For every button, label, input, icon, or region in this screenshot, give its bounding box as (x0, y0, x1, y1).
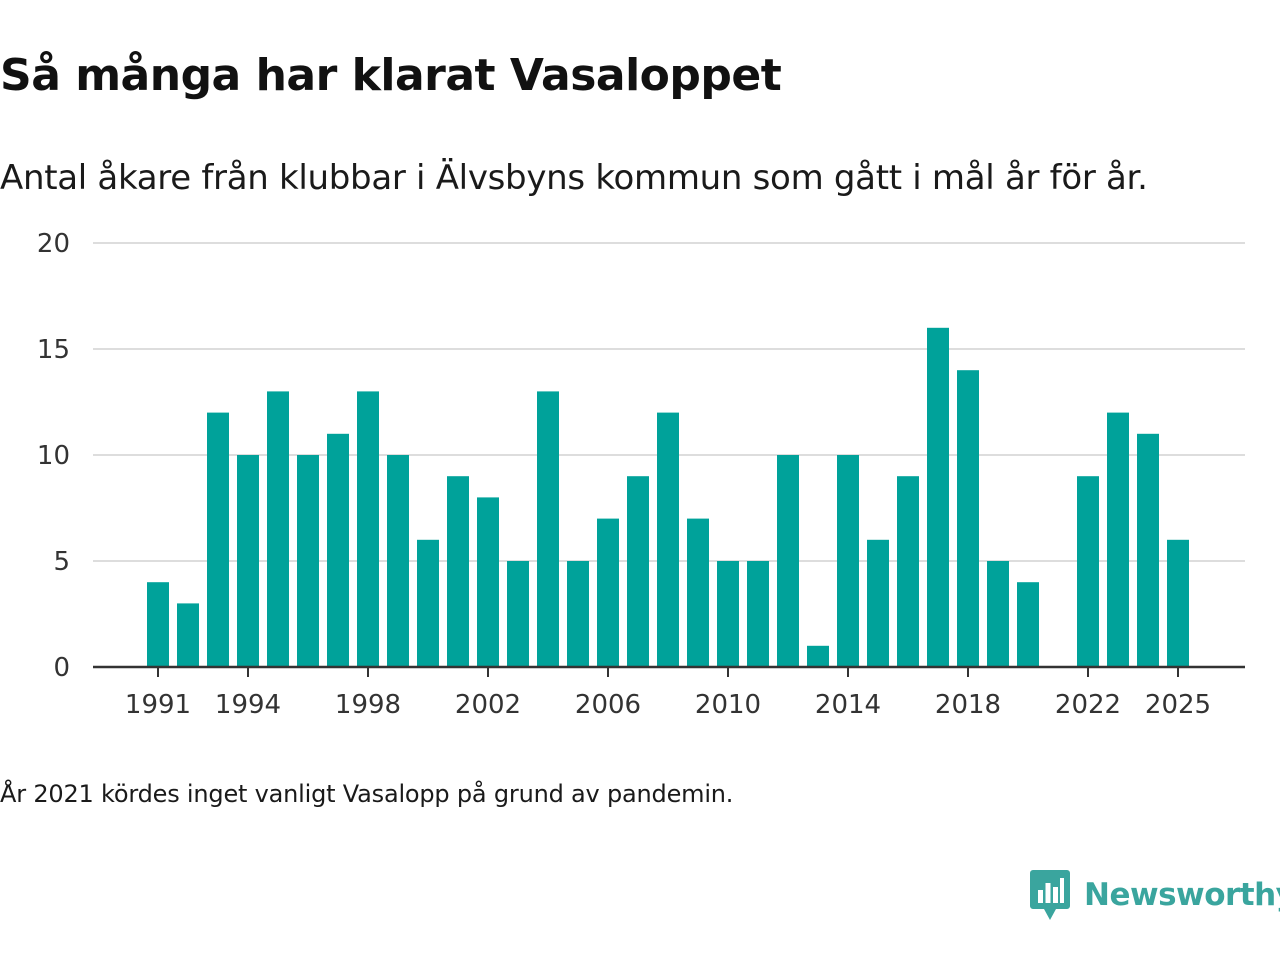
bar-2001 (447, 476, 469, 667)
footnote: År 2021 kördes inget vanligt Vasalopp på… (0, 780, 734, 808)
bar-2009 (687, 518, 709, 667)
y-tick-label-5: 5 (53, 547, 70, 577)
bar-2020 (1017, 582, 1039, 667)
bar-2006 (597, 518, 619, 667)
bar-2012 (777, 455, 799, 667)
bar-2017 (927, 327, 949, 667)
bar-1992 (177, 603, 199, 667)
bar-2011 (747, 561, 769, 667)
chart-subtitle: Antal åkare från klubbar i Älvsbyns komm… (0, 158, 1148, 198)
bar-1997 (327, 433, 349, 667)
bar-2007 (627, 476, 649, 667)
bar-2015 (867, 539, 889, 667)
x-tick-label-2002: 2002 (455, 690, 521, 720)
bar-2022 (1077, 476, 1099, 667)
y-tick-label-15: 15 (37, 335, 70, 365)
bar-1991 (147, 582, 169, 667)
bar-1999 (387, 455, 409, 667)
bar-2018 (957, 370, 979, 667)
bar-2025 (1167, 539, 1189, 667)
bar-2005 (567, 561, 589, 667)
x-tick-label-2014: 2014 (815, 690, 881, 720)
x-tick-label-2022: 2022 (1055, 690, 1121, 720)
x-tick-label-2025: 2025 (1145, 690, 1211, 720)
bar-2002 (477, 497, 499, 667)
newsworthy-logo-icon (1030, 870, 1070, 920)
bar-2003 (507, 561, 529, 667)
bar-2016 (897, 476, 919, 667)
y-tick-label-10: 10 (37, 441, 70, 471)
bar-2010 (717, 561, 739, 667)
bar-1993 (207, 412, 229, 667)
x-tick-label-2010: 2010 (695, 690, 761, 720)
y-axis-ticks: 0 5 10 15 20 (37, 229, 70, 683)
bar-1994 (237, 455, 259, 667)
x-tick-label-1994: 1994 (215, 690, 281, 720)
bar-1998 (357, 391, 379, 667)
x-tick-label-2006: 2006 (575, 690, 641, 720)
bar-1995 (267, 391, 289, 667)
y-tick-label-0: 0 (53, 653, 70, 683)
x-tick-label-1991: 1991 (125, 690, 191, 720)
bar-2024 (1137, 433, 1159, 667)
bar-2014 (837, 455, 859, 667)
brand-name: Newsworthy (1084, 877, 1280, 913)
bar-2004 (537, 391, 559, 667)
x-tick-label-2018: 2018 (935, 690, 1001, 720)
chart-title: Så många har klarat Vasaloppet (0, 50, 782, 101)
y-tick-label-20: 20 (37, 229, 70, 259)
bar-2008 (657, 412, 679, 667)
brand-logo[interactable]: Newsworthy (1030, 868, 1280, 922)
bar-2019 (987, 561, 1009, 667)
bar-1996 (297, 455, 319, 667)
bars (147, 327, 1189, 667)
bar-2000 (417, 539, 439, 667)
x-tick-label-1998: 1998 (335, 690, 401, 720)
x-axis-ticks: 1991 1994 1998 2002 2006 2010 2014 2018 2022 2025 (125, 667, 1211, 720)
bar-2023 (1107, 412, 1129, 667)
bar-chart: 0 5 10 15 20 1991 1994 1998 2002 2006 2010 2014 201… (37, 229, 1245, 720)
bar-2013 (807, 645, 829, 667)
